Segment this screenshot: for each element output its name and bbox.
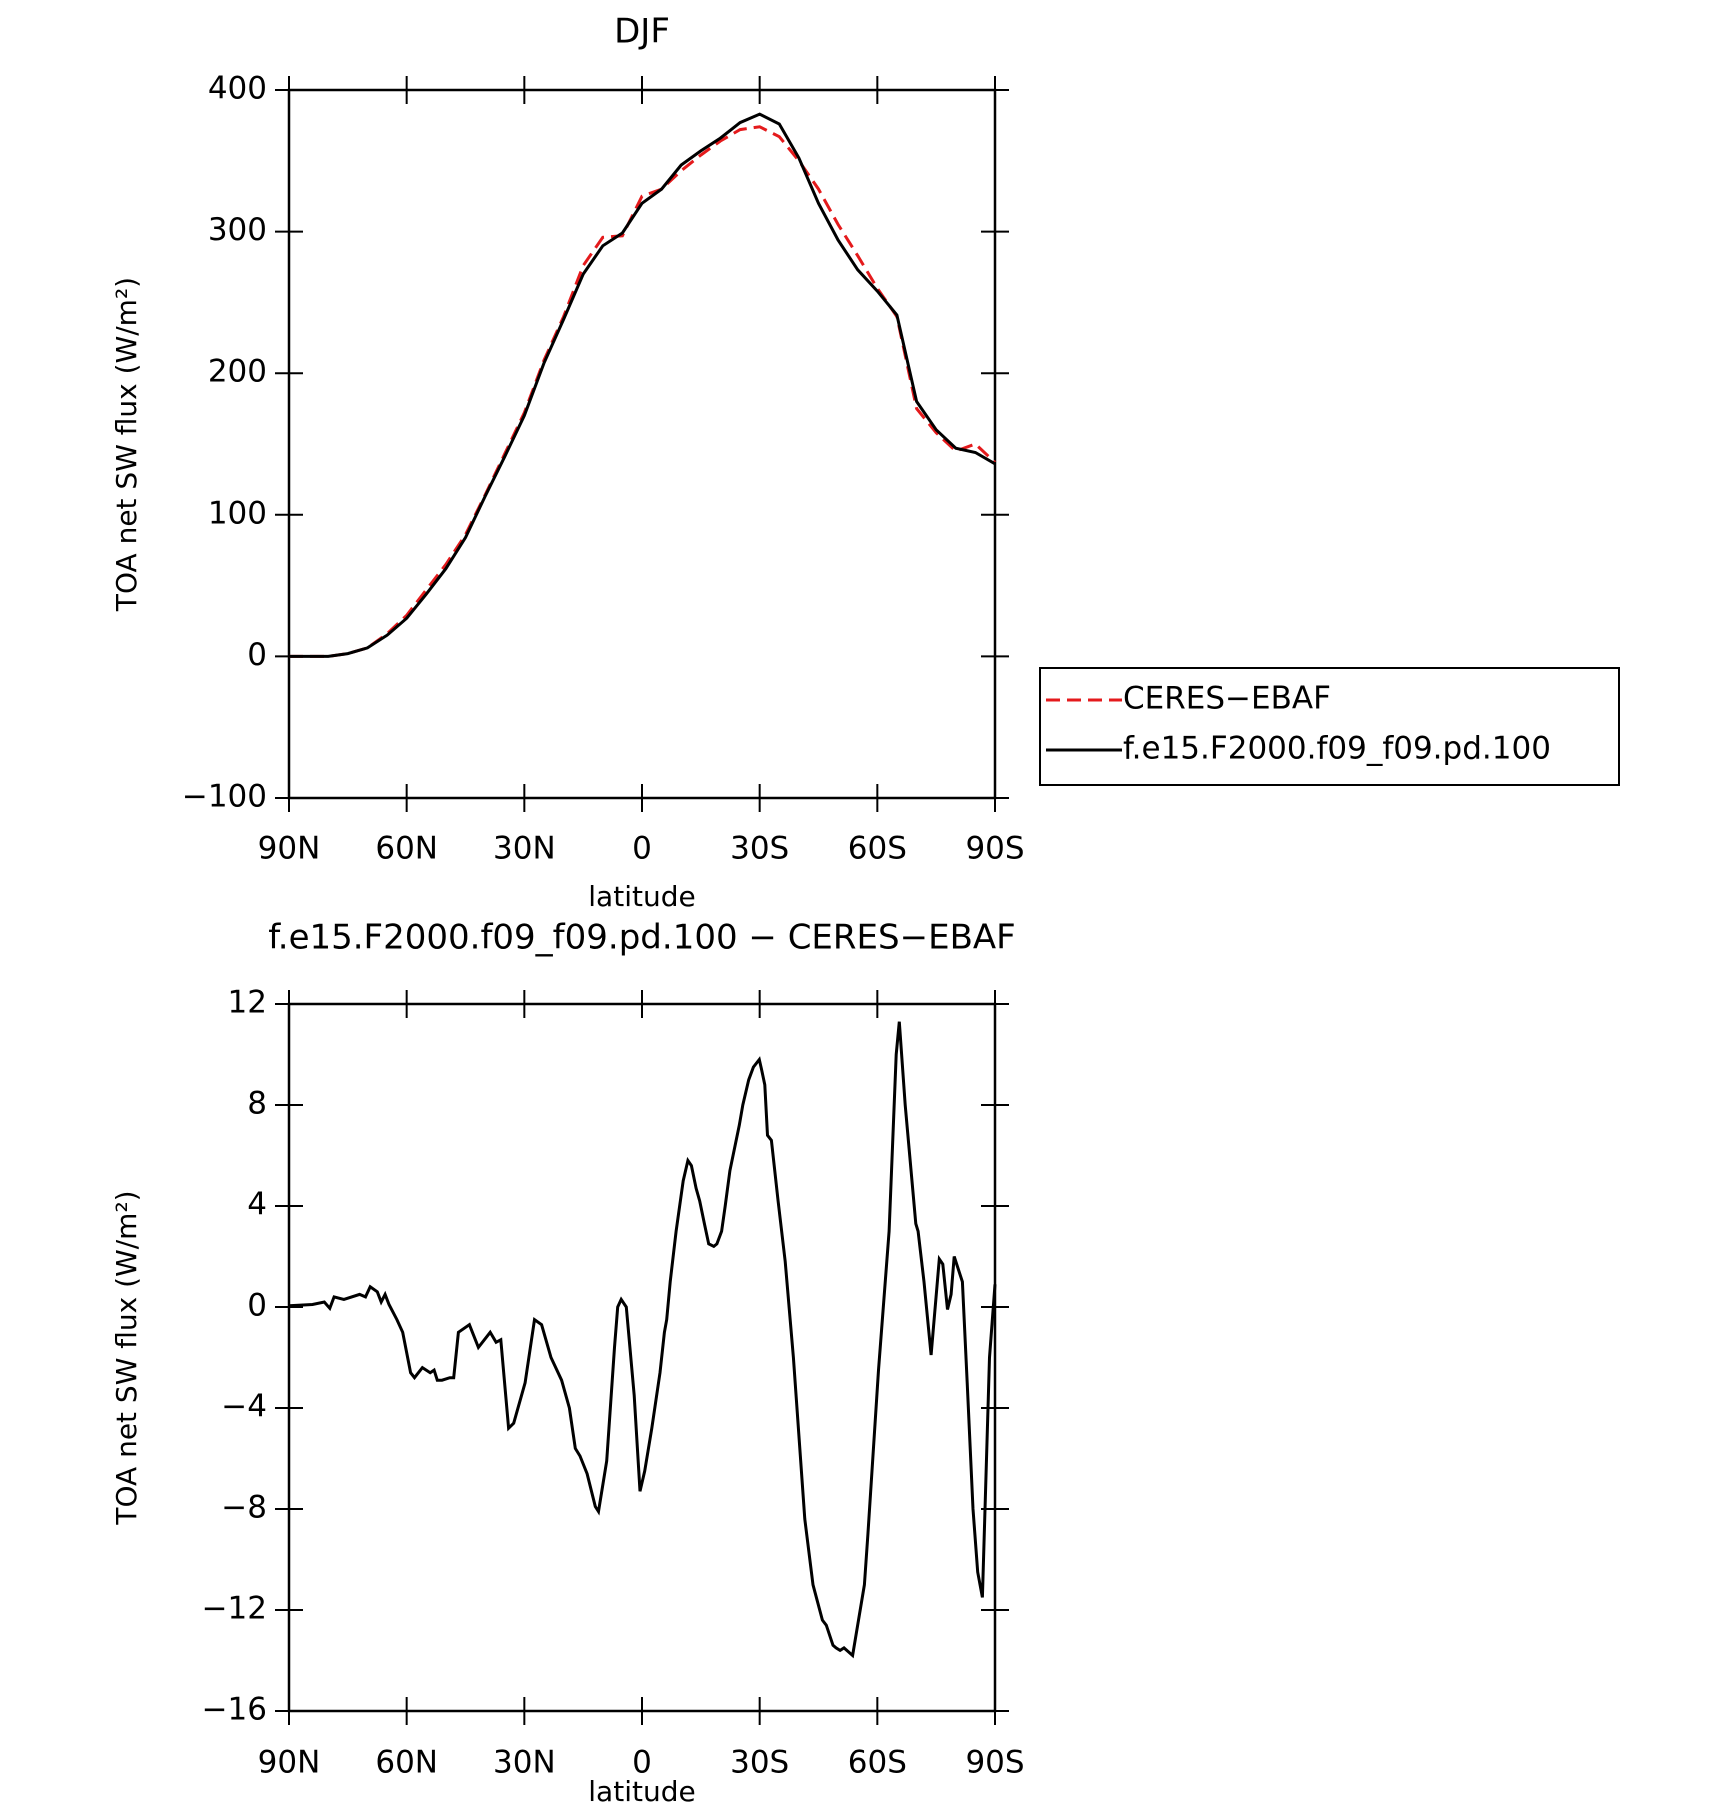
legend-label: f.e15.F2000.f09_f09.pd.100 (1123, 731, 1551, 767)
legend-box (1039, 667, 1620, 786)
y-tick-label: 0 (247, 1288, 267, 1324)
x-tick-label: 90S (965, 1745, 1024, 1781)
y-tick-label: −12 (202, 1591, 267, 1627)
y-tick-label: −100 (182, 779, 267, 815)
plot-frame (287, 1002, 997, 1713)
chart-title: f.e15.F2000.f09_f09.pd.100 − CERES−EBAF (268, 918, 1015, 958)
x-axis-label: latitude (588, 1775, 695, 1808)
x-tick-label: 60N (375, 1745, 438, 1781)
x-tick-label: 30S (730, 831, 789, 867)
y-tick-label: −8 (221, 1490, 267, 1526)
y-tick-label: 300 (208, 212, 267, 248)
x-tick-label: 30N (493, 831, 556, 867)
legend-label: CERES−EBAF (1123, 681, 1331, 717)
y-tick-label: 8 (247, 1086, 267, 1122)
x-tick-label: 60S (848, 831, 907, 867)
x-tick-label: 30S (730, 1745, 789, 1781)
y-tick-label: 4 (247, 1187, 267, 1223)
x-tick-label: 0 (632, 831, 652, 867)
x-tick-label: 0 (632, 1745, 652, 1781)
y-axis-label: TOA net SW flux (W/m²) (110, 277, 143, 612)
y-axis-label: TOA net SW flux (W/m²) (110, 1190, 143, 1525)
y-tick-label: 100 (208, 495, 267, 531)
x-tick-label: 90N (258, 1745, 321, 1781)
y-tick-label: 200 (208, 354, 267, 390)
x-tick-label: 30N (493, 1745, 556, 1781)
y-tick-label: 400 (208, 71, 267, 107)
data-line (289, 125, 997, 658)
y-tick-label: −16 (202, 1692, 267, 1728)
x-axis-label: latitude (588, 880, 695, 913)
data-line (289, 112, 996, 658)
x-tick-label: 60N (375, 831, 438, 867)
x-tick-label: 90S (965, 831, 1024, 867)
y-tick-label: −4 (221, 1389, 267, 1425)
y-tick-label: 12 (228, 985, 267, 1021)
y-tick-label: 0 (247, 637, 267, 673)
data-line (288, 1021, 997, 1659)
x-tick-label: 60S (848, 1745, 907, 1781)
plot-frame (287, 88, 997, 800)
chart-title: DJF (614, 12, 670, 52)
x-tick-label: 90N (258, 831, 321, 867)
